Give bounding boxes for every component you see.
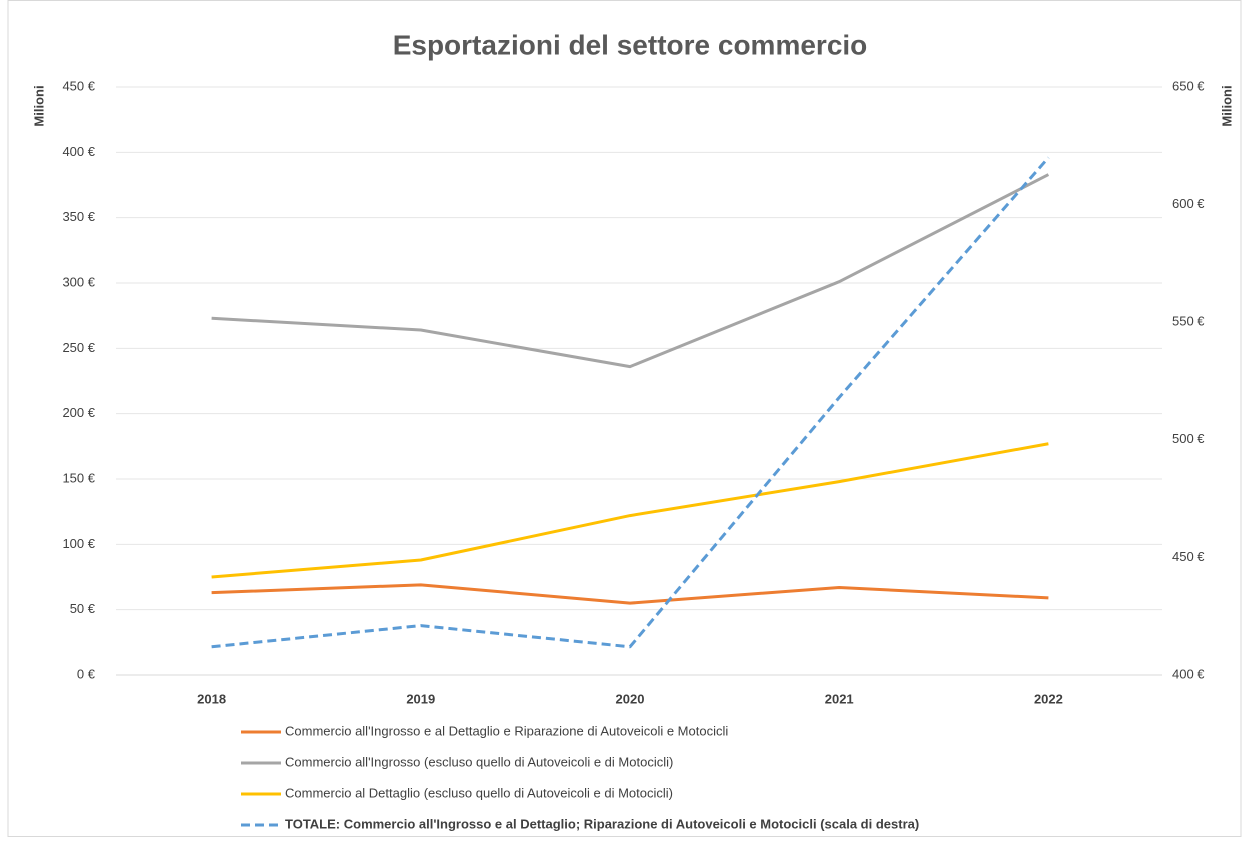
- y-axis-label: Milioni: [31, 85, 46, 126]
- y-tick-label: 250 €: [62, 340, 95, 355]
- series-line: [211, 173, 1050, 369]
- y2-tick-label: 650 €: [1172, 78, 1205, 93]
- x-tick-label: 2018: [197, 691, 226, 706]
- x-tick-label: 2022: [1034, 691, 1063, 706]
- y-tick-label: 50 €: [70, 601, 96, 616]
- legend-label: Commercio al Dettaglio (escluso quello d…: [285, 785, 673, 800]
- y-tick-label: 300 €: [62, 274, 95, 289]
- y-tick-label: 150 €: [62, 470, 95, 485]
- y-tick-label: 200 €: [62, 405, 95, 420]
- series-line: [211, 156, 1050, 649]
- y-tick-label: 450 €: [62, 78, 95, 93]
- series-line: [211, 442, 1049, 579]
- y2-tick-label: 500 €: [1172, 431, 1205, 446]
- y2-tick-label: 600 €: [1172, 196, 1205, 211]
- y2-tick-label: 550 €: [1172, 314, 1205, 329]
- x-tick-label: 2020: [616, 691, 645, 706]
- chart-title: Esportazioni del settore commercio: [393, 29, 868, 60]
- y-tick-label: 350 €: [62, 209, 95, 224]
- legend-label: Commercio all'Ingrosso e al Dettaglio e …: [285, 723, 728, 738]
- y-tick-label: 0 €: [77, 666, 96, 681]
- y-tick-label: 100 €: [62, 536, 95, 551]
- y2-axis-label: Milioni: [1219, 85, 1234, 126]
- x-tick-label: 2019: [406, 691, 435, 706]
- chart-frame: [7, 0, 1242, 837]
- y-tick-label: 400 €: [62, 144, 95, 159]
- x-tick-label: 2021: [825, 691, 854, 706]
- legend-label: TOTALE: Commercio all'Ingrosso e al Dett…: [285, 816, 919, 831]
- y2-tick-label: 400 €: [1172, 666, 1205, 681]
- y2-tick-label: 450 €: [1172, 549, 1205, 564]
- legend-label: Commercio all'Ingrosso (escluso quello d…: [285, 754, 673, 769]
- series-line: [211, 583, 1049, 605]
